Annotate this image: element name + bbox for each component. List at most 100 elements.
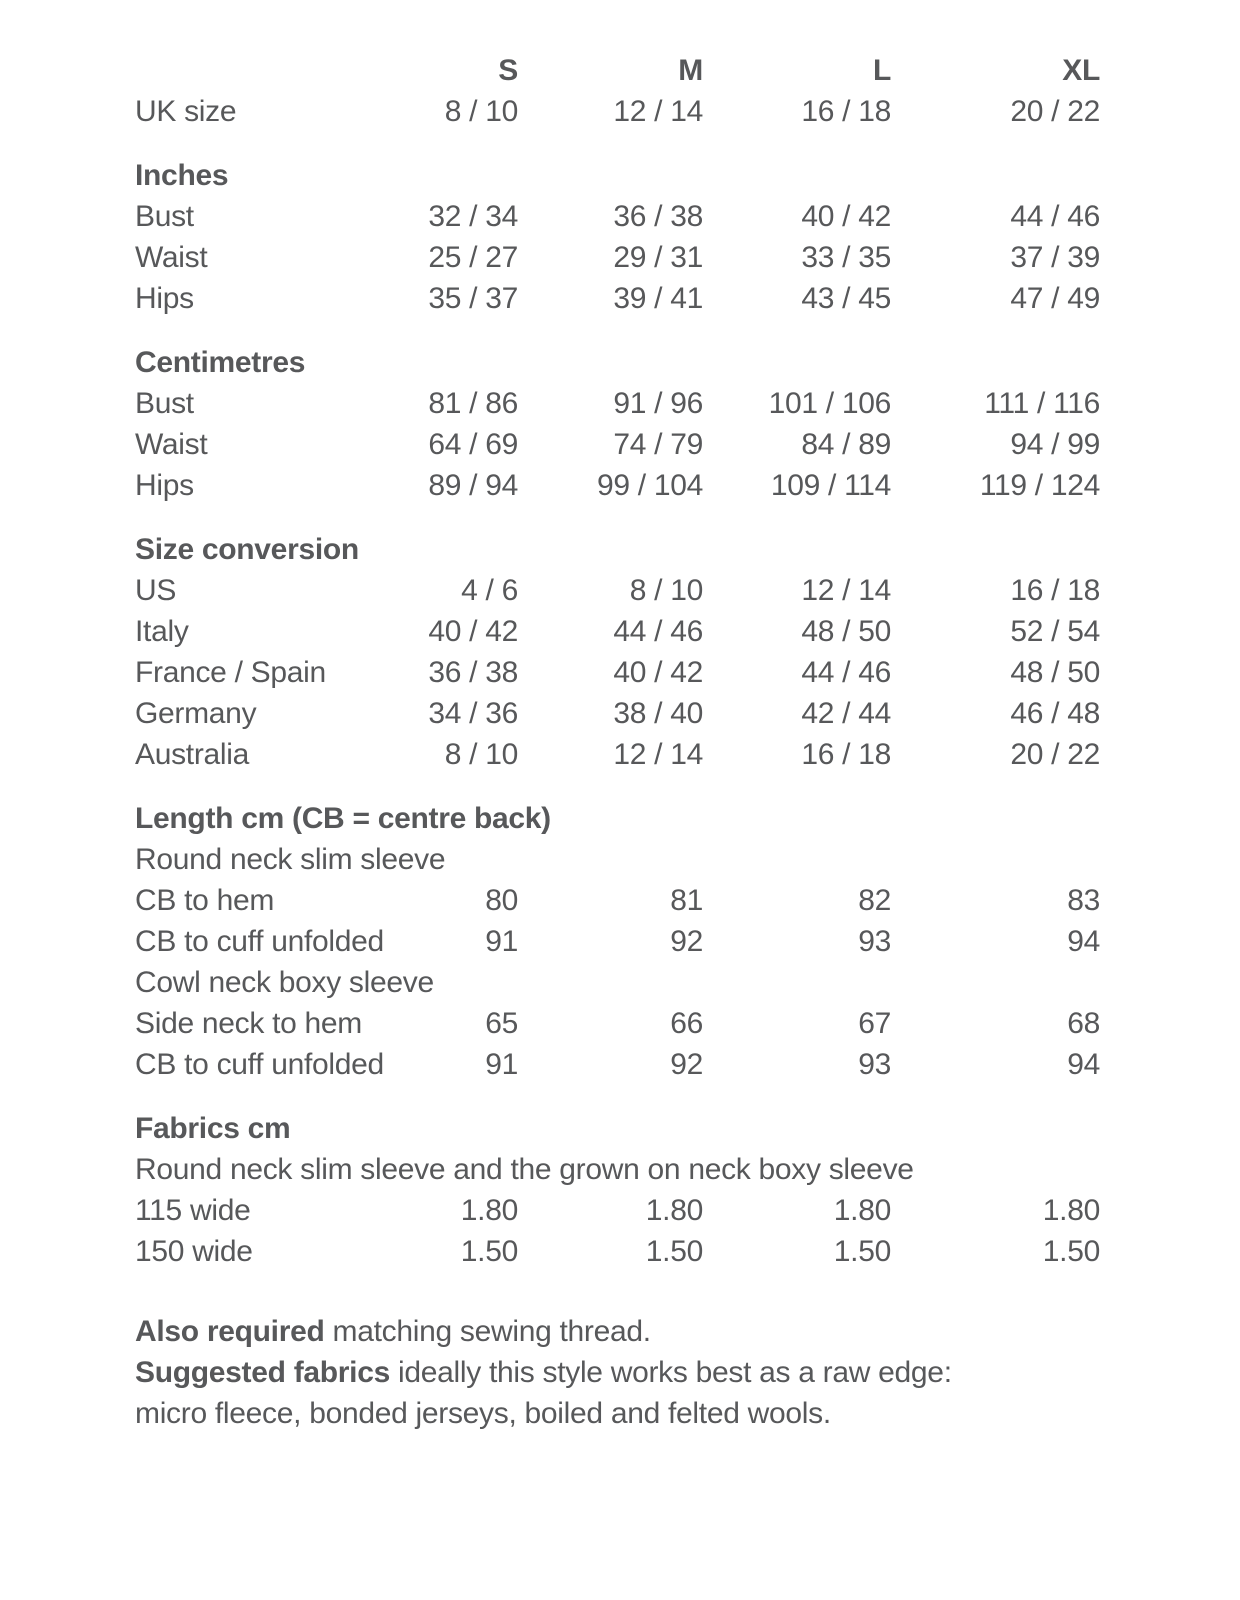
size-value: 43 / 45 bbox=[801, 282, 891, 315]
size-value: 94 bbox=[1067, 1048, 1100, 1081]
size-value: 91 bbox=[485, 1048, 518, 1081]
table-row: Germany 34 / 36 38 / 40 42 / 44 46 / 48 bbox=[135, 693, 1100, 734]
size-value: 1.80 bbox=[1042, 1194, 1101, 1227]
size-value: 81 / 86 bbox=[428, 387, 518, 420]
size-value: 35 / 37 bbox=[428, 282, 518, 315]
size-value: 12 / 14 bbox=[613, 738, 703, 771]
section-heading-fabrics: Fabrics cm bbox=[135, 1112, 291, 1145]
sub-heading-cowl-neck: Cowl neck boxy sleeve bbox=[135, 966, 434, 999]
size-value: 84 / 89 bbox=[801, 428, 891, 461]
column-header-l: L bbox=[872, 54, 891, 87]
row-label: CB to cuff unfolded bbox=[135, 1048, 384, 1081]
note-text: ideally this style works best as a raw e… bbox=[389, 1356, 952, 1389]
size-value: 36 / 38 bbox=[428, 656, 518, 689]
size-value: 4 / 6 bbox=[461, 574, 518, 607]
column-header-xl: XL bbox=[1062, 54, 1100, 87]
size-value: 91 bbox=[485, 925, 518, 958]
table-row: Australia 8 / 10 12 / 14 16 / 18 20 / 22 bbox=[135, 734, 1100, 775]
row-label: Waist bbox=[135, 428, 208, 461]
size-value: 83 bbox=[1067, 884, 1100, 917]
row-label: UK size bbox=[135, 95, 237, 128]
section-heading-inches: Inches bbox=[135, 159, 229, 192]
size-value: 101 / 106 bbox=[768, 387, 892, 420]
uk-size-row: UK size 8 / 10 12 / 14 16 / 18 20 / 22 bbox=[135, 91, 1100, 132]
size-value: 74 / 79 bbox=[613, 428, 703, 461]
size-value: 16 / 18 bbox=[801, 738, 891, 771]
size-value: 12 / 14 bbox=[801, 574, 891, 607]
table-row: Hips 35 / 37 39 / 41 43 / 45 47 / 49 bbox=[135, 278, 1100, 319]
row-label: Hips bbox=[135, 469, 194, 502]
size-value: 12 / 14 bbox=[613, 95, 703, 128]
note-also-required: Also required matching sewing thread. bbox=[135, 1311, 1100, 1352]
table-row: Waist 25 / 27 29 / 31 33 / 35 37 / 39 bbox=[135, 237, 1100, 278]
size-value: 33 / 35 bbox=[801, 241, 891, 274]
row-label: Bust bbox=[135, 387, 194, 420]
table-row: Waist 64 / 69 74 / 79 84 / 89 94 / 99 bbox=[135, 424, 1100, 465]
size-value: 20 / 22 bbox=[1010, 95, 1100, 128]
size-value: 47 / 49 bbox=[1010, 282, 1100, 315]
section-heading-length: Length cm (CB = centre back) bbox=[135, 802, 551, 835]
size-value: 48 / 50 bbox=[801, 615, 891, 648]
section-heading-centimetres: Centimetres bbox=[135, 346, 306, 379]
size-value: 34 / 36 bbox=[428, 697, 518, 730]
size-value: 92 bbox=[670, 1048, 703, 1081]
sub-heading-round-neck: Round neck slim sleeve bbox=[135, 843, 446, 876]
section-heading-size-conversion: Size conversion bbox=[135, 533, 359, 566]
sub-heading-fabrics: Round neck slim sleeve and the grown on … bbox=[135, 1153, 914, 1186]
row-label: Side neck to hem bbox=[135, 1007, 362, 1040]
row-label: Germany bbox=[135, 697, 257, 730]
note-bold-label: Suggested fabrics bbox=[135, 1356, 390, 1389]
size-value: 42 / 44 bbox=[801, 697, 891, 730]
size-value: 1.50 bbox=[645, 1235, 704, 1268]
table-row: France / Spain 36 / 38 40 / 42 44 / 46 4… bbox=[135, 652, 1100, 693]
size-value: 67 bbox=[858, 1007, 891, 1040]
row-label: CB to cuff unfolded bbox=[135, 925, 384, 958]
size-value: 68 bbox=[1067, 1007, 1100, 1040]
size-value: 16 / 18 bbox=[1010, 574, 1100, 607]
notes-block: Also required matching sewing thread. Su… bbox=[135, 1311, 1100, 1434]
size-value: 1.80 bbox=[833, 1194, 892, 1227]
size-value: 93 bbox=[858, 925, 891, 958]
row-label: 115 wide bbox=[135, 1194, 251, 1227]
size-value: 91 / 96 bbox=[613, 387, 703, 420]
size-value: 109 / 114 bbox=[770, 469, 891, 502]
note-bold-label: Also required bbox=[135, 1315, 325, 1348]
size-value: 1.50 bbox=[1042, 1235, 1101, 1268]
size-value: 81 bbox=[670, 884, 703, 917]
size-value: 52 / 54 bbox=[1010, 615, 1100, 648]
table-row: Italy 40 / 42 44 / 46 48 / 50 52 / 54 bbox=[135, 611, 1100, 652]
table-row: Bust 81 / 86 91 / 96 101 / 106 111 / 116 bbox=[135, 383, 1100, 424]
size-value: 39 / 41 bbox=[613, 282, 703, 315]
size-value: 16 / 18 bbox=[801, 95, 891, 128]
row-label: Italy bbox=[135, 615, 189, 648]
table-row: CB to cuff unfolded 91 92 93 94 bbox=[135, 921, 1100, 962]
size-value: 40 / 42 bbox=[613, 656, 703, 689]
size-value: 1.80 bbox=[645, 1194, 704, 1227]
size-value: 40 / 42 bbox=[801, 200, 891, 233]
size-chart-page: S M L XL UK size 8 / 10 12 / 14 16 / 18 … bbox=[135, 50, 1100, 1434]
row-label: 150 wide bbox=[135, 1235, 253, 1268]
column-header-s: S bbox=[498, 54, 518, 87]
table-row: CB to hem 80 81 82 83 bbox=[135, 880, 1100, 921]
size-value: 29 / 31 bbox=[613, 241, 703, 274]
row-label: Waist bbox=[135, 241, 208, 274]
size-value: 92 bbox=[670, 925, 703, 958]
row-label: Australia bbox=[135, 738, 250, 771]
size-value: 82 bbox=[858, 884, 891, 917]
row-label: Hips bbox=[135, 282, 194, 315]
note-suggested-fabrics: Suggested fabrics ideally this style wor… bbox=[135, 1352, 1100, 1393]
size-value: 99 / 104 bbox=[596, 469, 703, 502]
size-value: 94 / 99 bbox=[1010, 428, 1100, 461]
column-header-m: M bbox=[678, 54, 703, 87]
size-value: 64 / 69 bbox=[428, 428, 518, 461]
size-value: 40 / 42 bbox=[428, 615, 518, 648]
size-value: 20 / 22 bbox=[1010, 738, 1100, 771]
table-row: Hips 89 / 94 99 / 104 109 / 114 119 / 12… bbox=[135, 465, 1100, 506]
size-value: 80 bbox=[485, 884, 518, 917]
table-row: US 4 / 6 8 / 10 12 / 14 16 / 18 bbox=[135, 570, 1100, 611]
size-value: 25 / 27 bbox=[428, 241, 518, 274]
size-value: 48 / 50 bbox=[1010, 656, 1100, 689]
empty-cell bbox=[135, 50, 405, 91]
size-value: 8 / 10 bbox=[444, 738, 519, 771]
size-value: 1.50 bbox=[833, 1235, 892, 1268]
